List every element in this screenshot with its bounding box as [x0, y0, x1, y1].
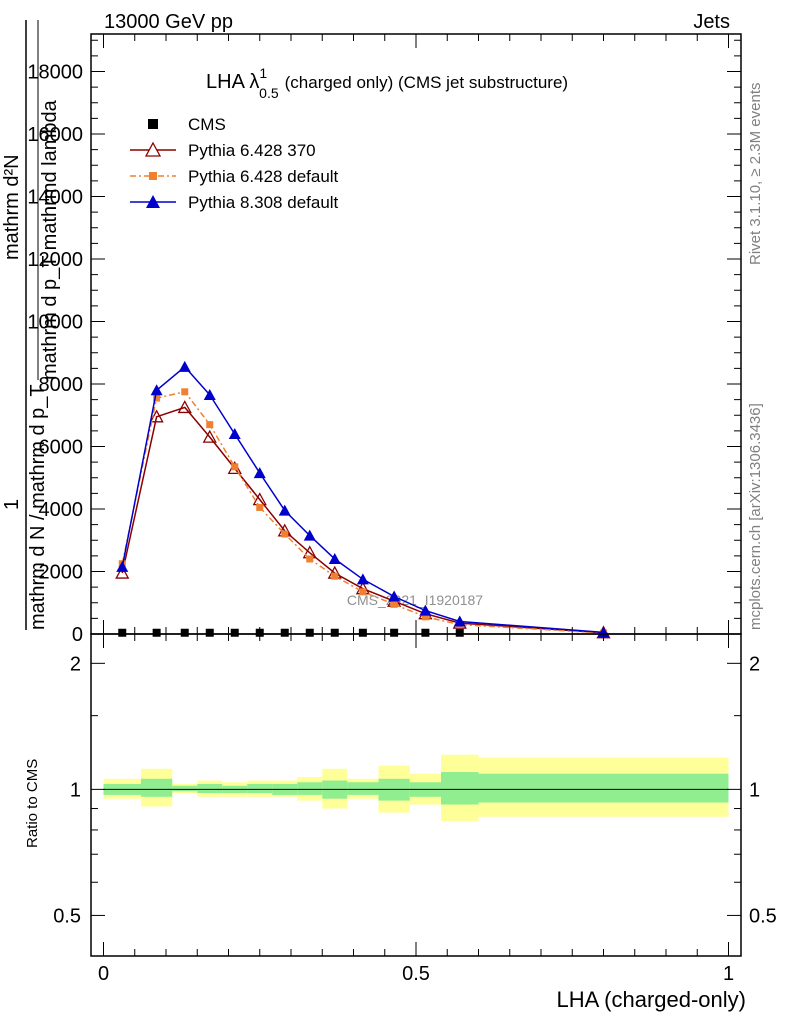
ratio-band-inner: [478, 773, 729, 803]
data-point-cms: [421, 628, 430, 637]
ratio-ytick-label-right: 1: [749, 779, 760, 801]
legend-marker-py6-default: [149, 172, 157, 180]
legend-label: Pythia 8.308 default: [188, 193, 339, 212]
data-point-py6-default: [331, 572, 339, 580]
main-ytick-label: 10000: [27, 312, 83, 334]
data-point-py6-default: [206, 421, 214, 429]
main-ytick-label: 2000: [39, 562, 84, 584]
main-ytick-label: 16000: [27, 124, 83, 146]
legend-label: CMS: [188, 115, 226, 134]
main-ytick-label: 18000: [27, 62, 83, 84]
ratio-xtick-label: 1: [723, 963, 734, 985]
main-ytick-label: 14000: [27, 187, 83, 209]
data-point-py6-370: [149, 409, 164, 423]
data-point-py6-default: [390, 600, 398, 608]
data-point-py6-default: [231, 463, 239, 471]
x-axis-label: LHA (charged-only): [556, 987, 746, 1012]
data-point-py6-default: [359, 588, 367, 596]
data-point-py8: [356, 573, 369, 585]
data-point-py6-370: [202, 429, 217, 443]
header-right-label: Jets: [693, 11, 730, 33]
main-ytick-label: 0: [72, 624, 83, 646]
data-point-cms: [230, 628, 239, 637]
main-ytick-label: 4000: [39, 499, 84, 521]
legend-marker-py8: [146, 195, 160, 208]
ratio-ytick-label: 2: [70, 653, 81, 675]
ratio-xtick-label: 0: [98, 963, 109, 985]
data-point-cms: [180, 628, 189, 637]
data-point-cms: [118, 628, 127, 637]
data-point-cms: [358, 628, 367, 637]
main-panel: 0 2000 4000 6000 8000 10000 12000 14000 16000 180…: [1, 20, 742, 646]
data-point-py8: [203, 388, 216, 400]
rivet-label: Rivet 3.1.10, ≥ 2.3M events: [747, 83, 764, 266]
y-axis-label-one: 1: [1, 499, 23, 510]
ratio-ylabel: Ratio to CMS: [24, 759, 41, 848]
data-point-py6-default: [256, 503, 264, 511]
chart-title: LHA λ1 0.5(charged only) (CMS jet substru…: [206, 65, 568, 101]
ratio-xtick-label: 0.5: [402, 963, 430, 985]
data-point-py8: [253, 467, 266, 479]
data-point-py6-default: [306, 555, 314, 563]
legend-label: Pythia 6.428 370: [188, 141, 316, 160]
ratio-band-inner: [172, 785, 198, 792]
data-point-py6-default: [181, 388, 189, 396]
data-point-py8: [453, 615, 466, 627]
ratio-band-inner: [247, 783, 273, 794]
ratio-band-inner: [141, 778, 173, 797]
data-point-py8: [328, 553, 341, 564]
ratio-band-inner: [347, 782, 379, 795]
data-point-py8: [178, 360, 191, 372]
data-point-py8: [303, 529, 316, 541]
data-point-py6-default: [153, 394, 161, 402]
data-point-py8: [116, 560, 129, 572]
data-point-cms: [305, 628, 314, 637]
ratio-ytick-label: 0.5: [53, 905, 81, 927]
legend-marker-cms: [148, 119, 158, 129]
header-left-label: 13000 GeV pp: [104, 11, 233, 33]
mcplots-label: mcplots.cern.ch [arXiv:1306.3436]: [747, 403, 764, 630]
data-point-cms: [280, 628, 289, 637]
data-point-py8: [278, 504, 291, 516]
data-point-py6-370: [177, 400, 192, 414]
legend-marker-py6-370: [144, 141, 162, 157]
data-point-py6-default: [281, 530, 289, 538]
ratio-band-inner: [297, 782, 323, 795]
legend-label: Pythia 6.428 default: [188, 167, 339, 186]
data-point-py8: [419, 604, 432, 616]
ratio-band-inner: [441, 772, 479, 805]
data-point-py6-default: [421, 613, 429, 621]
main-ytick-label: 8000: [39, 374, 84, 396]
ratio-panel: 0.5 0.5 1 1 2 2 0 0.5 1 Ratio to CMS LHA (charged-…: [24, 633, 777, 1012]
main-ytick-label: 12000: [27, 249, 83, 271]
ratio-ytick-label-right: 2: [749, 653, 760, 675]
data-point-cms: [390, 628, 399, 637]
data-point-cms: [255, 628, 264, 637]
data-point-py8: [228, 428, 241, 439]
data-point-cms: [455, 628, 464, 637]
data-point-py6-370: [115, 565, 130, 579]
ratio-band-inner: [197, 783, 223, 794]
y-axis-label-num2: mathrm d p_T mathrmd lambda: [39, 99, 61, 380]
data-point-py8: [388, 590, 401, 602]
ratio-ytick-label: 1: [70, 779, 81, 801]
data-point-cms: [152, 628, 161, 637]
y-axis-label-denom: mathrm d N / mathrm d p_T: [27, 384, 49, 630]
ratio-ytick-label-right: 0.5: [749, 905, 777, 927]
y-axis-label: mathrm d N / mathrm d p_T 1 mathrm d²N math…: [1, 20, 61, 630]
main-ytick-label: 6000: [39, 437, 84, 459]
data-point-py8: [150, 384, 163, 396]
data-point-cms: [205, 628, 214, 637]
y-axis-label-num: mathrm d²N: [1, 154, 23, 260]
data-point-cms: [330, 628, 339, 637]
legend: CMS Pythia 6.428 370 Pythia 6.428 default P…: [130, 115, 339, 212]
